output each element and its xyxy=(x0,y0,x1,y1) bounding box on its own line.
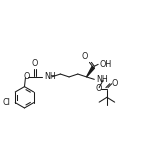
Text: O: O xyxy=(23,72,30,81)
Text: O: O xyxy=(96,84,102,93)
Polygon shape xyxy=(87,66,94,77)
Text: NH: NH xyxy=(44,72,56,81)
Text: NH: NH xyxy=(96,75,108,84)
Text: O: O xyxy=(112,79,118,88)
Text: OH: OH xyxy=(99,60,111,69)
Text: Cl: Cl xyxy=(3,98,10,107)
Text: O: O xyxy=(81,52,87,61)
Text: O: O xyxy=(32,59,38,68)
